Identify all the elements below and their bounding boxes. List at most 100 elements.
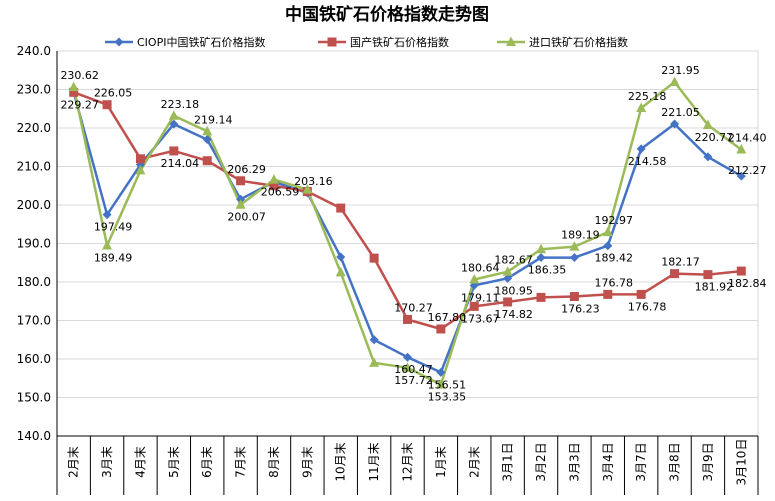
x-tick-label: 2月末 <box>467 446 481 478</box>
data-label: 182.67 <box>494 254 533 267</box>
series-3-point <box>569 241 580 251</box>
series-1-point <box>436 367 446 377</box>
series-1-point <box>670 119 680 129</box>
x-tick-label: 3月3日 <box>567 442 581 481</box>
data-label: 203.16 <box>294 175 333 188</box>
data-label: 176.78 <box>595 276 634 289</box>
legend-marker <box>327 37 337 47</box>
x-tick-label: 3月末 <box>100 446 114 478</box>
data-label: 182.17 <box>661 256 700 269</box>
series-3-point <box>669 76 680 86</box>
data-label: 230.62 <box>60 69 99 82</box>
y-tick-label: 150.0 <box>17 391 51 405</box>
x-tick-label: 2月末 <box>67 446 81 478</box>
series-3-point <box>536 243 547 254</box>
y-tick-label: 190.0 <box>17 237 51 251</box>
series-1-point <box>102 210 112 220</box>
y-tick-label: 240.0 <box>17 44 51 58</box>
data-label: 221.05 <box>661 106 700 119</box>
series-2-point <box>670 269 680 279</box>
data-label: 231.95 <box>661 64 700 77</box>
x-tick-label: 3月9日 <box>701 442 715 481</box>
series-3-point <box>235 199 246 209</box>
series-3-point <box>736 144 747 154</box>
x-tick-label: 7月末 <box>234 446 248 478</box>
x-tick-label: 10月末 <box>334 442 348 481</box>
series-3-point <box>702 119 713 130</box>
data-label: 181.92 <box>695 281 734 294</box>
data-label: 176.23 <box>561 303 600 316</box>
data-label: 180.64 <box>461 262 500 275</box>
data-label: 200.07 <box>227 211 266 224</box>
gridlines <box>57 50 759 437</box>
y-tick-label: 230.0 <box>17 83 51 97</box>
series-3-point <box>202 125 213 136</box>
legend: CIOPI中国铁矿石价格指数 国产铁矿石价格指数 进口铁矿石价格指数 <box>105 35 628 49</box>
x-tick-label: 3月10日 <box>734 439 748 486</box>
y-tick-label: 220.0 <box>17 121 51 135</box>
x-tick-label: 3月7日 <box>634 442 648 481</box>
x-tick-label: 3月1日 <box>501 442 515 481</box>
x-tick-label: 8月末 <box>267 446 281 478</box>
data-label: 219.14 <box>194 113 233 126</box>
series-3-point <box>469 274 480 284</box>
series-2-point <box>636 289 646 299</box>
x-tick-label: 5月末 <box>167 446 181 478</box>
x-tick-label: 3月4日 <box>601 442 615 481</box>
x-tick-label: 1月末 <box>434 446 448 478</box>
series-2-point <box>436 324 446 334</box>
data-label: 214.04 <box>161 157 200 170</box>
data-label: 170.27 <box>394 301 433 314</box>
x-tick-label: 9月末 <box>300 446 314 478</box>
series-2-point <box>269 181 279 191</box>
data-label: 229.27 <box>60 98 99 111</box>
x-tick-label: 6月末 <box>200 446 214 478</box>
y-axis: 140.0 150.0 160.0 170.0 180.0 190.0 200.0 210.0… <box>17 44 58 443</box>
series-2-point <box>569 292 579 302</box>
data-label: 189.42 <box>595 252 634 265</box>
data-label: 206.29 <box>227 163 266 176</box>
x-tick-label: 11月末 <box>367 442 381 481</box>
data-label: 153.35 <box>428 391 467 404</box>
legend-marker <box>506 36 516 46</box>
series-line-1 <box>72 91 742 374</box>
series-3-point <box>369 357 380 367</box>
series-3-point <box>335 266 346 277</box>
x-tick-label: 3月8日 <box>668 442 682 481</box>
series-2-point <box>135 154 145 164</box>
series-3-point <box>168 110 179 120</box>
x-tick-label: 4月末 <box>133 446 147 478</box>
series-1-point <box>603 241 613 251</box>
series-1-point <box>503 273 513 283</box>
series-1-point <box>202 135 212 145</box>
data-label: 214.58 <box>628 155 667 168</box>
series-2-point <box>236 176 246 186</box>
series-3-point <box>602 226 613 237</box>
data-label: 179.11 <box>461 291 500 304</box>
data-label: 167.80 <box>428 311 467 324</box>
series-2-point <box>403 314 412 324</box>
data-label: 182.84 <box>728 277 767 290</box>
series-1-point <box>336 252 346 262</box>
x-tick-label: 12月末 <box>401 442 415 481</box>
series-2-point <box>503 297 513 307</box>
series-2-point <box>703 270 713 280</box>
series-2-point <box>69 87 79 97</box>
series-3-point <box>135 164 146 175</box>
series-1-point <box>169 119 179 129</box>
data-label: 225.18 <box>628 90 667 103</box>
series-3-point <box>402 362 413 372</box>
legend-label: 国产铁矿石价格指数 <box>350 35 449 49</box>
data-label: 226.05 <box>94 87 133 100</box>
data-label: 157.72 <box>394 374 433 387</box>
series-2-point <box>536 292 546 302</box>
legend-label: CIOPI中国铁矿石价格指数 <box>137 35 265 49</box>
data-label: 186.35 <box>528 264 567 277</box>
series-markers <box>68 76 747 389</box>
chart-title: 中国铁矿石价格指数走势图 <box>285 4 489 25</box>
series-2-point <box>336 203 346 213</box>
series-1-point <box>369 335 379 345</box>
y-tick-label: 160.0 <box>17 352 51 366</box>
